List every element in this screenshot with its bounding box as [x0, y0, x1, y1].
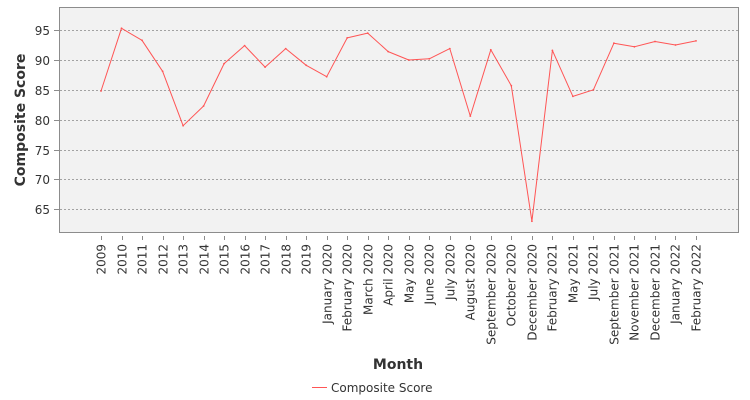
data-point: [572, 95, 574, 98]
x-tick-label: June 2020: [423, 244, 437, 306]
x-tick-label: September 2021: [608, 244, 622, 345]
x-tick-label: March 2020: [362, 244, 376, 315]
data-point: [100, 90, 102, 92]
series-layer: [100, 27, 697, 223]
data-point: [510, 84, 513, 87]
x-tick-label: 2010: [116, 244, 130, 275]
data-point: [182, 124, 185, 127]
data-point: [592, 88, 595, 91]
data-point: [305, 64, 308, 67]
x-tick-label: September 2020: [485, 244, 499, 345]
x-tick-label: 2016: [239, 244, 253, 275]
x-tick-label: August 2020: [464, 244, 478, 320]
x-tick-label: December 2020: [526, 244, 540, 341]
data-point: [654, 40, 656, 43]
x-tick-label: February 2022: [690, 244, 704, 332]
x-tick-label: 2017: [259, 244, 273, 275]
data-point: [695, 40, 697, 42]
plot-area: [59, 7, 739, 233]
x-tick-label: April 2020: [382, 244, 396, 306]
data-point: [325, 75, 328, 78]
data-point: [407, 59, 410, 61]
data-point: [264, 66, 266, 68]
data-point: [489, 48, 492, 51]
x-tick-label: 2015: [218, 244, 232, 275]
legend-label: Composite Score: [331, 381, 432, 395]
y-axis-ticks: 65 70 75 80 85 90 95: [35, 24, 59, 217]
data-point: [469, 115, 472, 117]
data-point: [531, 220, 533, 223]
data-point: [633, 45, 636, 48]
x-tick-label: October 2020: [505, 244, 519, 326]
x-tick-label: 2014: [198, 244, 212, 275]
x-tick-label: July 2020: [444, 244, 458, 301]
data-point: [346, 37, 349, 39]
x-tick-label: 2019: [300, 244, 314, 275]
x-tick-label: 2012: [157, 244, 171, 275]
y-tick-label: 65: [35, 203, 50, 217]
gridlines: [60, 30, 738, 210]
data-point: [551, 49, 554, 52]
x-tick-label: February 2021: [546, 244, 560, 332]
x-tick-label: January 2020: [321, 244, 335, 325]
data-point: [448, 47, 451, 50]
y-tick-label: 80: [35, 114, 50, 128]
y-tick-label: 90: [35, 54, 50, 68]
data-point: [202, 105, 205, 107]
x-tick-label: 2013: [177, 244, 191, 275]
x-axis-ticks: 2009 2010 2011 2012 2013 2014 2015 2016 2017 2018…: [95, 236, 704, 345]
x-axis-title: Month: [373, 357, 423, 373]
y-tick-label: 75: [35, 144, 50, 158]
series-line: [100, 27, 697, 222]
x-tick-label: 2011: [136, 244, 150, 275]
data-point: [674, 44, 677, 46]
x-tick-label: January 2022: [669, 244, 683, 325]
data-point: [284, 47, 287, 50]
y-tick-label: 95: [35, 24, 50, 38]
x-tick-label: May 2021: [567, 244, 581, 303]
data-point: [243, 44, 246, 47]
legend: Composite Score: [312, 381, 432, 395]
data-point: [120, 27, 123, 30]
x-tick-label: February 2020: [341, 244, 355, 332]
data-point: [428, 57, 431, 60]
data-point: [387, 50, 390, 53]
x-tick-label: December 2021: [649, 244, 663, 341]
data-point: [613, 42, 615, 45]
x-tick-label: November 2021: [628, 244, 642, 341]
x-tick-label: 2009: [95, 244, 109, 275]
data-point: [161, 70, 164, 73]
x-tick-label: 2018: [280, 244, 294, 275]
data-point: [141, 39, 143, 42]
data-point: [223, 62, 226, 65]
y-tick-label: 70: [35, 173, 50, 187]
x-tick-label: July 2021: [587, 244, 601, 301]
x-tick-label: May 2020: [403, 244, 417, 303]
y-axis-title: Composite Score: [13, 54, 29, 187]
data-point: [366, 32, 369, 34]
y-tick-label: 85: [35, 84, 50, 98]
